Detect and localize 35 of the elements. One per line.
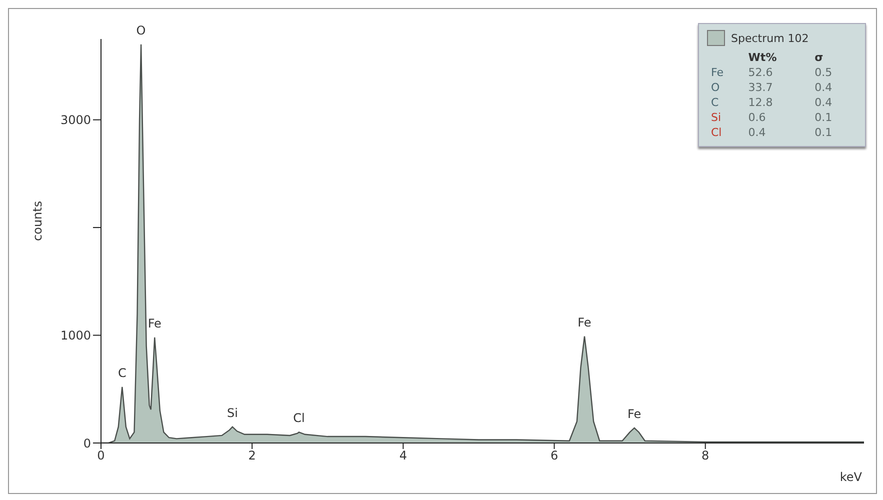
- annotation: Fe: [628, 406, 642, 421]
- x-tick-label: 2: [248, 448, 256, 463]
- x-axis-title: keV: [840, 470, 863, 484]
- annotation: 0.1: [814, 125, 834, 140]
- annotation: Fe: [148, 316, 162, 330]
- annotation: 0.4: [814, 95, 834, 110]
- annotation: 12.8: [747, 95, 774, 110]
- annotation: Fe: [710, 65, 724, 80]
- annotation: 0.1: [814, 110, 834, 125]
- annotation: O: [710, 80, 721, 95]
- annotation: 0.6: [747, 110, 767, 125]
- x-tick-label: 0: [97, 448, 105, 463]
- x-tick-label: 4: [399, 448, 407, 463]
- annotation: 0.5: [814, 65, 834, 80]
- x-tick-label: 8: [702, 448, 710, 463]
- y-tick-label: 3000: [60, 113, 91, 128]
- annotation: 33.7: [747, 80, 774, 95]
- y-axis-title: counts: [30, 200, 44, 241]
- annotation: 0.4: [747, 125, 767, 140]
- annotation: Fe: [578, 315, 592, 330]
- y-tick-label: 1000: [60, 328, 91, 343]
- annotation: Si: [710, 110, 722, 125]
- annotation: 52.6: [747, 65, 774, 80]
- annotation: 0.4: [814, 80, 834, 95]
- annotation: Si: [226, 406, 238, 420]
- y-tick-label: 0: [83, 436, 91, 450]
- annotation: C: [710, 95, 720, 110]
- x-tick-label: 6: [550, 448, 558, 463]
- annotation: C: [118, 366, 126, 380]
- annotation: O: [136, 23, 146, 38]
- annotation: Cl: [293, 411, 305, 426]
- annotation: Wt%: [747, 50, 778, 65]
- annotation: σ: [814, 50, 824, 65]
- annotation: Cl: [710, 125, 723, 140]
- legend-label: Spectrum 102: [731, 32, 809, 44]
